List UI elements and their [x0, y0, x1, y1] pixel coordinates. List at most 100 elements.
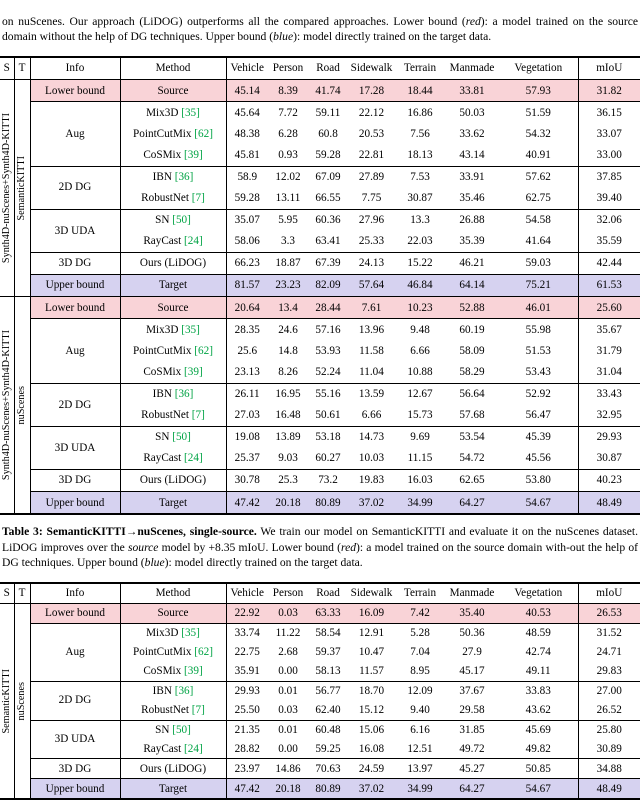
citation-link[interactable]: [7] — [191, 409, 205, 422]
info-group-cell: Aug — [30, 101, 121, 167]
column-header-road: Road — [308, 583, 348, 605]
caption-text: ): model directly trained on the target … — [164, 556, 363, 570]
column-header-person: Person — [268, 583, 308, 605]
citation-link[interactable]: [62] — [194, 127, 213, 140]
metric-value: 7.75 — [361, 192, 382, 205]
citation-link[interactable]: [62] — [194, 344, 213, 357]
metric-value: 51.53 — [499, 340, 579, 362]
bound-row-upper: Upper bound Target 81.57 23.23 82.09 57.64 46.… — [0, 274, 640, 297]
method-row: RayCast [24] 25.37 9.03 60.27 10.03 11.15 54.7… — [0, 447, 640, 470]
citation-link[interactable]: [24] — [184, 742, 203, 755]
metric-value: 26.53 — [578, 603, 640, 624]
citation-link[interactable]: [39] — [184, 665, 203, 678]
column-header-method: Method — [120, 583, 227, 605]
method-name: PointCutMix — [133, 127, 192, 140]
metric-value: 14.73 — [348, 425, 395, 448]
metric-value: 20.18 — [268, 491, 308, 515]
column-header-terrain: Terrain — [395, 583, 445, 605]
metric-value: 33.00 — [596, 148, 622, 161]
metric-value: 48.59 — [499, 623, 579, 643]
metric-value: 7.04 — [410, 646, 430, 659]
method-name: Ours (LiDOG) — [139, 257, 207, 270]
method-row: RayCast [24] 58.06 3.3 63.41 25.33 22.03 35.39… — [0, 230, 640, 253]
metric-value: 48.49 — [578, 491, 640, 515]
metric-value: 29.93 — [226, 680, 268, 701]
metric-value: 33.74 — [234, 627, 260, 640]
metric-value: 80.89 — [308, 491, 348, 515]
citation-link[interactable]: [24] — [184, 452, 203, 465]
bound-label: Lower bound — [30, 79, 121, 103]
citation-link[interactable]: [7] — [191, 703, 205, 716]
method-cell: RayCast [24] — [120, 230, 227, 253]
metric-value: 39.40 — [596, 192, 622, 205]
citation-link[interactable]: [36] — [174, 388, 194, 401]
metric-value: 53.18 — [308, 425, 348, 448]
metric-value: 59.03 — [499, 251, 579, 275]
metric-value: 9.03 — [278, 452, 298, 465]
metric-value: 49.82 — [499, 739, 579, 759]
citation-link[interactable]: [36] — [174, 170, 194, 183]
caption-text: on nuScenes. Our approach (LiDOG) outper… — [2, 14, 466, 28]
metric-value: 34.99 — [395, 491, 445, 515]
metric-value: 22.75 — [234, 646, 260, 659]
metric-value: 40.23 — [578, 469, 640, 492]
metric-value: 27.00 — [578, 680, 640, 701]
method-name: Mix3D — [146, 323, 179, 336]
metric-value: 31.52 — [596, 627, 622, 640]
citation-link[interactable]: [50] — [172, 723, 191, 736]
metric-value: 7.53 — [395, 165, 445, 188]
metric-value: 10.47 — [358, 646, 385, 659]
metric-value: 58.29 — [459, 365, 485, 378]
info-group-cell: 2D DG — [30, 680, 121, 721]
results-table-multi-source: S T Info Method Vehicle Person Road Sidewalk Ter… — [0, 56, 640, 516]
metric-value: 58.09 — [459, 344, 485, 357]
metric-value: 62.40 — [315, 703, 341, 716]
metric-value: 0.03 — [278, 703, 298, 716]
citation-link[interactable]: [35] — [181, 627, 200, 640]
metric-value: 6.66 — [410, 344, 430, 357]
citation-link[interactable]: [7] — [191, 192, 205, 205]
method-cell: PointCutMix [62] — [120, 642, 227, 662]
citation-link[interactable]: [50] — [172, 214, 191, 227]
metric-value: 0.01 — [268, 680, 308, 701]
metric-value: 16.09 — [348, 603, 395, 624]
column-header-terrain: Terrain — [395, 57, 445, 81]
citation-link[interactable]: [62] — [194, 646, 213, 659]
method-row: 3D UDA SN [50] 19.08 13.89 53.18 14.73 9.69 53.… — [0, 425, 640, 470]
metric-value: 58.9 — [226, 165, 268, 188]
metric-value: 31.79 — [596, 344, 622, 357]
metric-value: 11.04 — [359, 365, 384, 378]
bound-row-upper: Upper bound Target 47.42 20.18 80.89 37.02 34.… — [0, 491, 640, 515]
metric-value: 13.4 — [268, 296, 308, 320]
method-name: RayCast — [143, 235, 182, 248]
info-group-cell: 3D DG — [30, 251, 121, 275]
metric-value: 33.83 — [499, 680, 579, 701]
column-header-manmade: Manmade — [445, 583, 499, 605]
citation-link[interactable]: [35] — [181, 323, 200, 336]
citation-link[interactable]: [24] — [184, 235, 203, 248]
metric-value: 67.09 — [308, 165, 348, 188]
citation-link[interactable]: [39] — [184, 365, 203, 378]
metric-value: 14.8 — [278, 344, 298, 357]
info-group-cell: Aug — [30, 318, 121, 384]
metric-value: 27.89 — [348, 165, 395, 188]
metric-value: 25.6 — [237, 344, 258, 357]
metric-value: 35.39 — [459, 235, 485, 248]
bound-label: Lower bound — [30, 603, 121, 624]
metric-value: 0.03 — [268, 603, 308, 624]
citation-link[interactable]: [39] — [184, 148, 203, 161]
metric-value: 24.13 — [348, 251, 395, 275]
citation-link[interactable]: [36] — [174, 685, 194, 698]
method-cell: IBN [36] — [120, 165, 227, 188]
bound-row-lower: Synth4D-nuScenes+Synth4D-KITTI nuScenes Lo… — [0, 296, 640, 515]
metric-value: 41.64 — [499, 230, 579, 253]
metric-value: 49.72 — [459, 742, 485, 755]
citation-link[interactable]: [35] — [181, 106, 200, 119]
metric-value: 19.08 — [226, 425, 268, 448]
column-header-vehicle: Vehicle — [226, 583, 268, 605]
citation-link[interactable]: [50] — [172, 431, 191, 444]
metric-value: 82.09 — [308, 274, 348, 297]
metric-value: 15.73 — [407, 409, 433, 422]
metric-value: 23.97 — [226, 758, 268, 779]
metric-value: 45.17 — [459, 665, 485, 678]
